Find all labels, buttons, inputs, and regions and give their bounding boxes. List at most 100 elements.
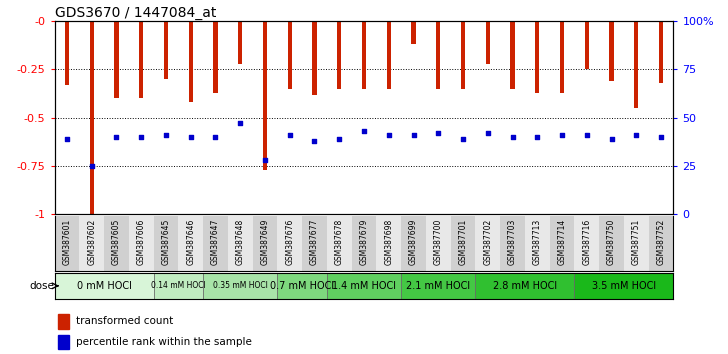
- Bar: [65, 21, 69, 85]
- Bar: [525, 216, 550, 271]
- Point: [457, 136, 469, 142]
- Point: [432, 130, 444, 136]
- Bar: [129, 216, 154, 271]
- Bar: [263, 21, 267, 170]
- Text: GSM387751: GSM387751: [632, 219, 641, 265]
- Point: [284, 132, 296, 138]
- Bar: [79, 216, 104, 271]
- Bar: [277, 216, 302, 271]
- Text: 1.4 mM HOCl: 1.4 mM HOCl: [332, 281, 396, 291]
- Point: [61, 136, 73, 142]
- Bar: [574, 216, 599, 271]
- Text: dose: dose: [29, 281, 54, 291]
- Bar: [327, 216, 352, 271]
- Bar: [486, 21, 490, 64]
- Text: GSM387647: GSM387647: [211, 219, 220, 265]
- Bar: [312, 21, 317, 95]
- Bar: [401, 216, 426, 271]
- Text: GSM387702: GSM387702: [483, 219, 492, 265]
- Bar: [189, 21, 193, 102]
- Bar: [426, 216, 451, 271]
- Point: [507, 134, 518, 140]
- Point: [408, 132, 419, 138]
- Text: 0.7 mM HOCl: 0.7 mM HOCl: [270, 281, 334, 291]
- Bar: [634, 21, 638, 108]
- Text: 2.8 mM HOCl: 2.8 mM HOCl: [493, 281, 557, 291]
- Point: [259, 157, 271, 163]
- Text: GSM387750: GSM387750: [607, 219, 616, 265]
- Bar: [659, 21, 663, 83]
- Text: GSM387752: GSM387752: [657, 219, 665, 265]
- Text: 0.35 mM HOCl: 0.35 mM HOCl: [213, 281, 268, 290]
- Bar: [90, 21, 94, 214]
- Bar: [352, 216, 376, 271]
- Point: [185, 134, 197, 140]
- Bar: [302, 216, 327, 271]
- Text: GSM387713: GSM387713: [533, 219, 542, 265]
- Point: [333, 136, 345, 142]
- Bar: [574, 273, 673, 299]
- Text: 0 mM HOCl: 0 mM HOCl: [76, 281, 132, 291]
- Bar: [475, 216, 500, 271]
- Text: 3.5 mM HOCl: 3.5 mM HOCl: [592, 281, 656, 291]
- Bar: [114, 21, 119, 98]
- Point: [556, 132, 568, 138]
- Text: GSM387606: GSM387606: [137, 219, 146, 265]
- Text: GSM387601: GSM387601: [63, 219, 71, 265]
- Bar: [411, 21, 416, 44]
- Point: [309, 138, 320, 144]
- Bar: [550, 216, 574, 271]
- Bar: [139, 21, 143, 98]
- Point: [234, 121, 246, 126]
- Point: [655, 134, 667, 140]
- Bar: [154, 273, 203, 299]
- Bar: [288, 21, 292, 89]
- Bar: [599, 216, 624, 271]
- Bar: [154, 216, 178, 271]
- Text: GSM387645: GSM387645: [162, 219, 170, 265]
- Text: GSM387648: GSM387648: [236, 219, 245, 265]
- Bar: [228, 216, 253, 271]
- Text: GSM387679: GSM387679: [360, 219, 368, 265]
- Bar: [451, 216, 475, 271]
- Text: transformed count: transformed count: [76, 316, 173, 326]
- Point: [581, 132, 593, 138]
- Bar: [253, 216, 277, 271]
- Point: [482, 130, 494, 136]
- Bar: [277, 273, 327, 299]
- Bar: [376, 216, 401, 271]
- Bar: [203, 216, 228, 271]
- Bar: [58, 314, 69, 329]
- Text: GSM387699: GSM387699: [409, 219, 418, 265]
- Bar: [436, 21, 440, 89]
- Bar: [55, 216, 79, 271]
- Point: [383, 132, 395, 138]
- Text: GSM387678: GSM387678: [335, 219, 344, 265]
- Point: [111, 134, 122, 140]
- Bar: [585, 21, 589, 69]
- Bar: [475, 273, 574, 299]
- Bar: [560, 21, 564, 93]
- Text: GDS3670 / 1447084_at: GDS3670 / 1447084_at: [55, 6, 216, 20]
- Text: GSM387605: GSM387605: [112, 219, 121, 265]
- Point: [606, 136, 617, 142]
- Text: GSM387698: GSM387698: [384, 219, 393, 265]
- Bar: [500, 216, 525, 271]
- Point: [160, 132, 172, 138]
- Bar: [387, 21, 391, 89]
- Bar: [55, 273, 154, 299]
- Text: GSM387649: GSM387649: [261, 219, 269, 265]
- Bar: [164, 21, 168, 79]
- Text: GSM387677: GSM387677: [310, 219, 319, 265]
- Text: 0.14 mM HOCl: 0.14 mM HOCl: [151, 281, 206, 290]
- Bar: [104, 216, 129, 271]
- Bar: [203, 273, 277, 299]
- Point: [135, 134, 147, 140]
- Bar: [362, 21, 366, 89]
- Text: 2.1 mM HOCl: 2.1 mM HOCl: [406, 281, 470, 291]
- Text: GSM387602: GSM387602: [87, 219, 96, 265]
- Bar: [624, 216, 649, 271]
- Text: GSM387703: GSM387703: [508, 219, 517, 265]
- Bar: [609, 21, 614, 81]
- Point: [531, 134, 543, 140]
